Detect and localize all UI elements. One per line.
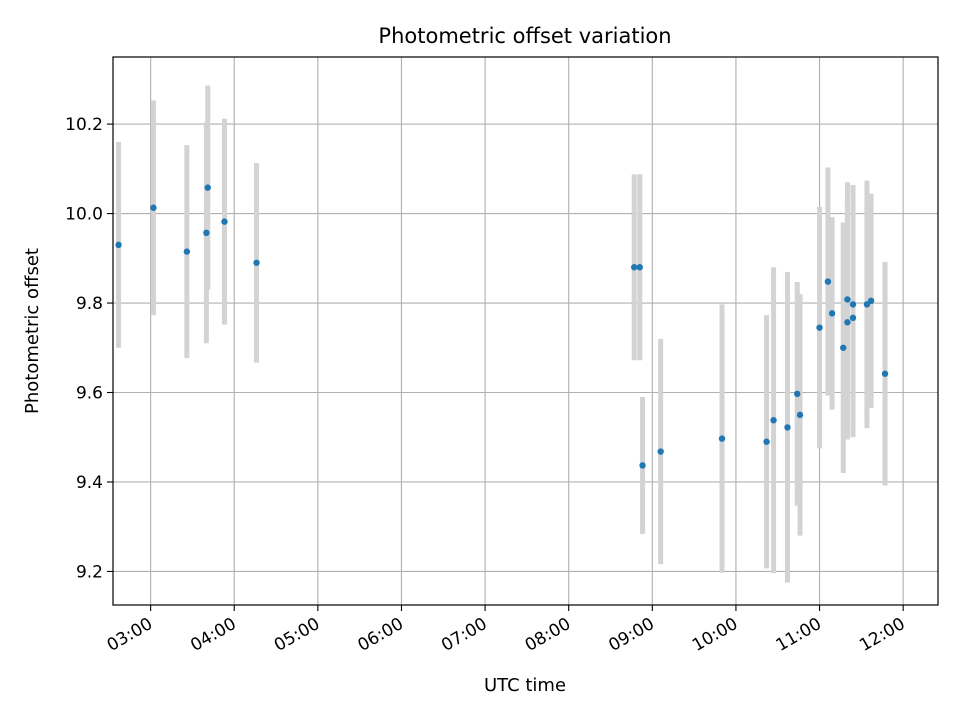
x-axis-ticks: 03:00 04:00 05:00 06:00 07:00 08:00 09:00 10:00… — [104, 605, 909, 656]
x-tick-label: 12:00 — [856, 614, 908, 656]
y-tick-label: 10.2 — [65, 115, 103, 135]
data-point — [763, 438, 770, 445]
data-point — [221, 218, 228, 225]
data-point — [849, 301, 857, 308]
data-point — [816, 324, 823, 331]
data-point — [867, 297, 875, 305]
y-tick-label: 9.2 — [76, 562, 103, 582]
x-tick-label: 11:00 — [773, 614, 825, 656]
data-point — [253, 259, 260, 266]
data-point — [824, 278, 832, 285]
data-point — [204, 184, 211, 191]
data-point — [183, 248, 191, 255]
grid — [113, 57, 938, 605]
x-tick-label: 04:00 — [187, 614, 239, 656]
y-axis-ticks: 9.2 9.4 9.6 9.8 10.0 10.2 — [65, 115, 113, 582]
y-tick-label: 10.0 — [65, 205, 103, 225]
y-tick-label: 9.6 — [76, 384, 103, 404]
x-tick-label: 10:00 — [689, 614, 741, 656]
data-points — [115, 184, 889, 469]
x-tick-label: 05:00 — [271, 614, 323, 656]
x-tick-label: 09:00 — [605, 614, 657, 656]
data-point — [630, 264, 638, 271]
data-point — [784, 424, 791, 431]
x-tick-label: 07:00 — [438, 614, 490, 656]
data-point — [718, 435, 726, 442]
data-point — [770, 417, 777, 424]
x-tick-label: 08:00 — [522, 614, 574, 656]
data-point — [636, 264, 643, 271]
y-tick-label: 9.4 — [76, 473, 103, 493]
y-axis-title: Photometric offset — [22, 248, 43, 414]
data-point — [844, 296, 851, 303]
data-point — [849, 314, 857, 322]
data-point — [639, 462, 646, 469]
data-point — [203, 229, 210, 237]
data-point — [115, 241, 122, 249]
data-point — [844, 319, 851, 326]
chart-title: Photometric offset variation — [378, 24, 671, 48]
data-point — [881, 370, 889, 377]
data-point — [794, 390, 801, 398]
data-point — [863, 301, 871, 308]
x-axis-title: UTC time — [484, 675, 566, 696]
data-point — [796, 411, 804, 419]
data-point — [657, 448, 664, 455]
x-tick-label: 03:00 — [104, 614, 156, 656]
x-tick-label: 06:00 — [355, 614, 407, 656]
data-point — [828, 310, 836, 317]
plot-frame — [112, 56, 939, 606]
y-tick-label: 9.8 — [76, 294, 103, 314]
data-point — [150, 204, 157, 211]
data-point — [840, 344, 847, 351]
error-bars — [116, 85, 888, 583]
